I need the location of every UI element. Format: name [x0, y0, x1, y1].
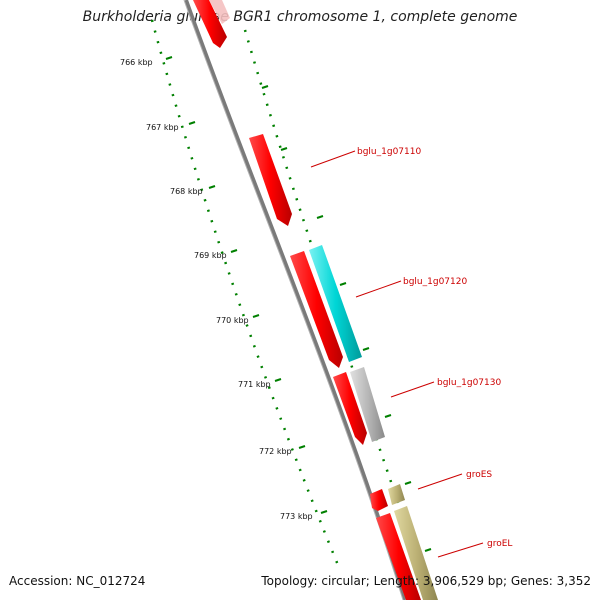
gene-labels: bglu_1g07110 bglu_1g07120 bglu_1g07130 g…	[357, 147, 512, 549]
genome-backbone	[184, 0, 407, 600]
tick-mark-770	[252, 314, 260, 318]
forward-strand-genes	[193, 0, 421, 600]
gene-bglu-1g07120-cyan[interactable]	[309, 245, 362, 362]
genome-summary-text: Topology: circular; Length: 3,906,529 bp…	[261, 574, 591, 588]
tick-mark-767	[188, 121, 196, 125]
gene-label-leaders	[310, 150, 484, 558]
accession-text: Accession: NC_012724	[9, 574, 146, 588]
gene-label-bglu-1g07130[interactable]: bglu_1g07130	[437, 378, 501, 388]
gene-arrow-bglu-1g07130-red[interactable]	[333, 372, 367, 445]
gene-arrow-bglu-1g07120-red[interactable]	[290, 251, 343, 368]
gene-arrow-groEL-red[interactable]	[376, 513, 421, 600]
tick-label-769: 769 kbp	[194, 251, 227, 260]
gene-arrow-top-partial[interactable]	[193, 0, 227, 48]
leader-bglu-1g07130	[390, 381, 435, 398]
tick-mark-768	[208, 185, 216, 189]
tick-label-766: 766 kbp	[120, 58, 153, 67]
gene-label-bglu-1g07120[interactable]: bglu_1g07120	[403, 277, 467, 287]
gene-arrow-bglu-1g07110[interactable]	[249, 134, 292, 226]
gene-arrow-top-partial-pale[interactable]	[209, 0, 230, 24]
gene-label-groEL[interactable]: groEL	[487, 539, 512, 549]
tick-mark-769	[230, 249, 238, 253]
gene-label-bglu-1g07110[interactable]: bglu_1g07110	[357, 147, 421, 157]
tick-mark-771	[274, 378, 282, 382]
tick-mark-773	[320, 510, 328, 514]
tick-mark-766	[165, 56, 173, 60]
tick-label-771: 771 kbp	[238, 380, 271, 389]
tick-label-772: 772 kbp	[259, 447, 292, 456]
tick-label-768: 768 kbp	[170, 187, 203, 196]
genome-backbone-highlight	[183, 0, 404, 600]
leader-groES	[417, 473, 463, 490]
leader-groEL	[437, 542, 484, 558]
leader-bglu-1g07120	[355, 280, 402, 298]
leader-bglu-1g07110	[310, 150, 356, 168]
colored-genes	[309, 245, 438, 600]
tick-label-767: 767 kbp	[146, 123, 179, 132]
gene-arrow-groES-red[interactable]	[370, 489, 388, 511]
gene-groES-olive[interactable]	[388, 484, 405, 505]
kbp-ticks	[165, 56, 432, 552]
gene-groEL-olive[interactable]	[394, 506, 438, 600]
tick-mark-772	[298, 445, 306, 449]
tick-label-773: 773 kbp	[280, 512, 313, 521]
tick-label-770: 770 kbp	[216, 316, 249, 325]
gene-label-groES[interactable]: groES	[466, 470, 492, 480]
gene-bglu-1g07130-gray[interactable]	[350, 367, 385, 442]
kbp-tick-labels: 766 kbp 767 kbp 768 kbp 769 kbp 770 kbp …	[120, 58, 313, 521]
